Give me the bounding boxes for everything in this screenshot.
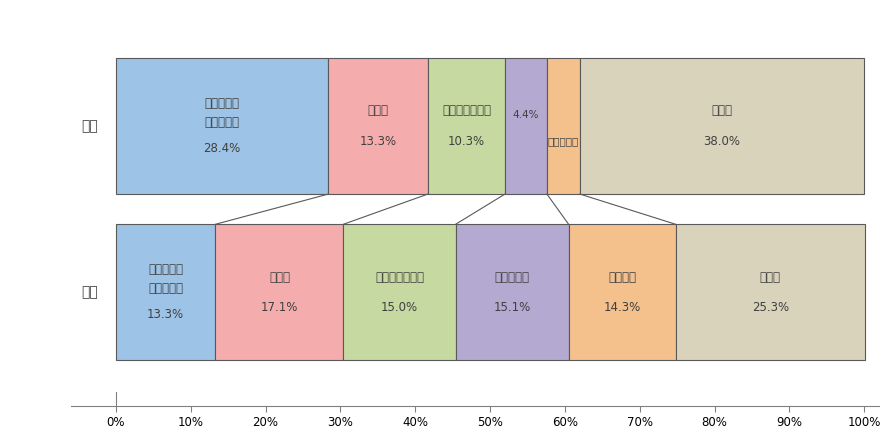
Bar bbox=[428, 58, 505, 194]
Text: その他: その他 bbox=[711, 105, 733, 117]
Text: （脳卒中）: （脳卒中） bbox=[148, 282, 183, 295]
Text: 15.1%: 15.1% bbox=[494, 301, 531, 314]
Text: 13.3%: 13.3% bbox=[360, 135, 397, 148]
Text: 関節疾患: 関節疾患 bbox=[608, 271, 636, 284]
Text: （脳卒中）: （脳卒中） bbox=[204, 116, 240, 129]
Text: 10.3%: 10.3% bbox=[448, 135, 485, 148]
Bar bbox=[116, 58, 329, 194]
Text: 女性: 女性 bbox=[82, 285, 98, 299]
Text: 脳血管疾患: 脳血管疾患 bbox=[204, 97, 240, 110]
Bar bbox=[676, 224, 865, 360]
Text: 認知症: 認知症 bbox=[269, 271, 289, 284]
Text: 38.0%: 38.0% bbox=[703, 135, 741, 148]
Bar bbox=[547, 58, 580, 194]
Bar bbox=[580, 58, 864, 194]
Text: 男性: 男性 bbox=[82, 119, 98, 133]
Text: 高齢による衰弱: 高齢による衰弱 bbox=[442, 105, 491, 117]
Bar bbox=[329, 58, 428, 194]
Text: 25.3%: 25.3% bbox=[751, 301, 789, 314]
Text: 14.3%: 14.3% bbox=[604, 301, 641, 314]
Text: 認知症: 認知症 bbox=[368, 105, 389, 117]
Bar bbox=[456, 224, 568, 360]
Text: 15.0%: 15.0% bbox=[381, 301, 418, 314]
Text: 骨折・転倒: 骨折・転倒 bbox=[495, 271, 529, 284]
Bar bbox=[216, 224, 344, 360]
Bar bbox=[505, 58, 547, 194]
Text: 28.4%: 28.4% bbox=[203, 142, 241, 155]
Text: 脳血管疾患: 脳血管疾患 bbox=[148, 263, 183, 276]
Bar bbox=[568, 224, 676, 360]
Text: 骨折・転倒: 骨折・転倒 bbox=[548, 136, 579, 146]
Text: 4.4%: 4.4% bbox=[512, 110, 539, 120]
Text: 17.1%: 17.1% bbox=[261, 301, 298, 314]
Bar bbox=[344, 224, 456, 360]
Bar bbox=[116, 224, 216, 360]
Text: 高齢による衰弱: 高齢による衰弱 bbox=[375, 271, 424, 284]
Text: その他: その他 bbox=[760, 271, 781, 284]
Text: 13.3%: 13.3% bbox=[147, 309, 184, 321]
